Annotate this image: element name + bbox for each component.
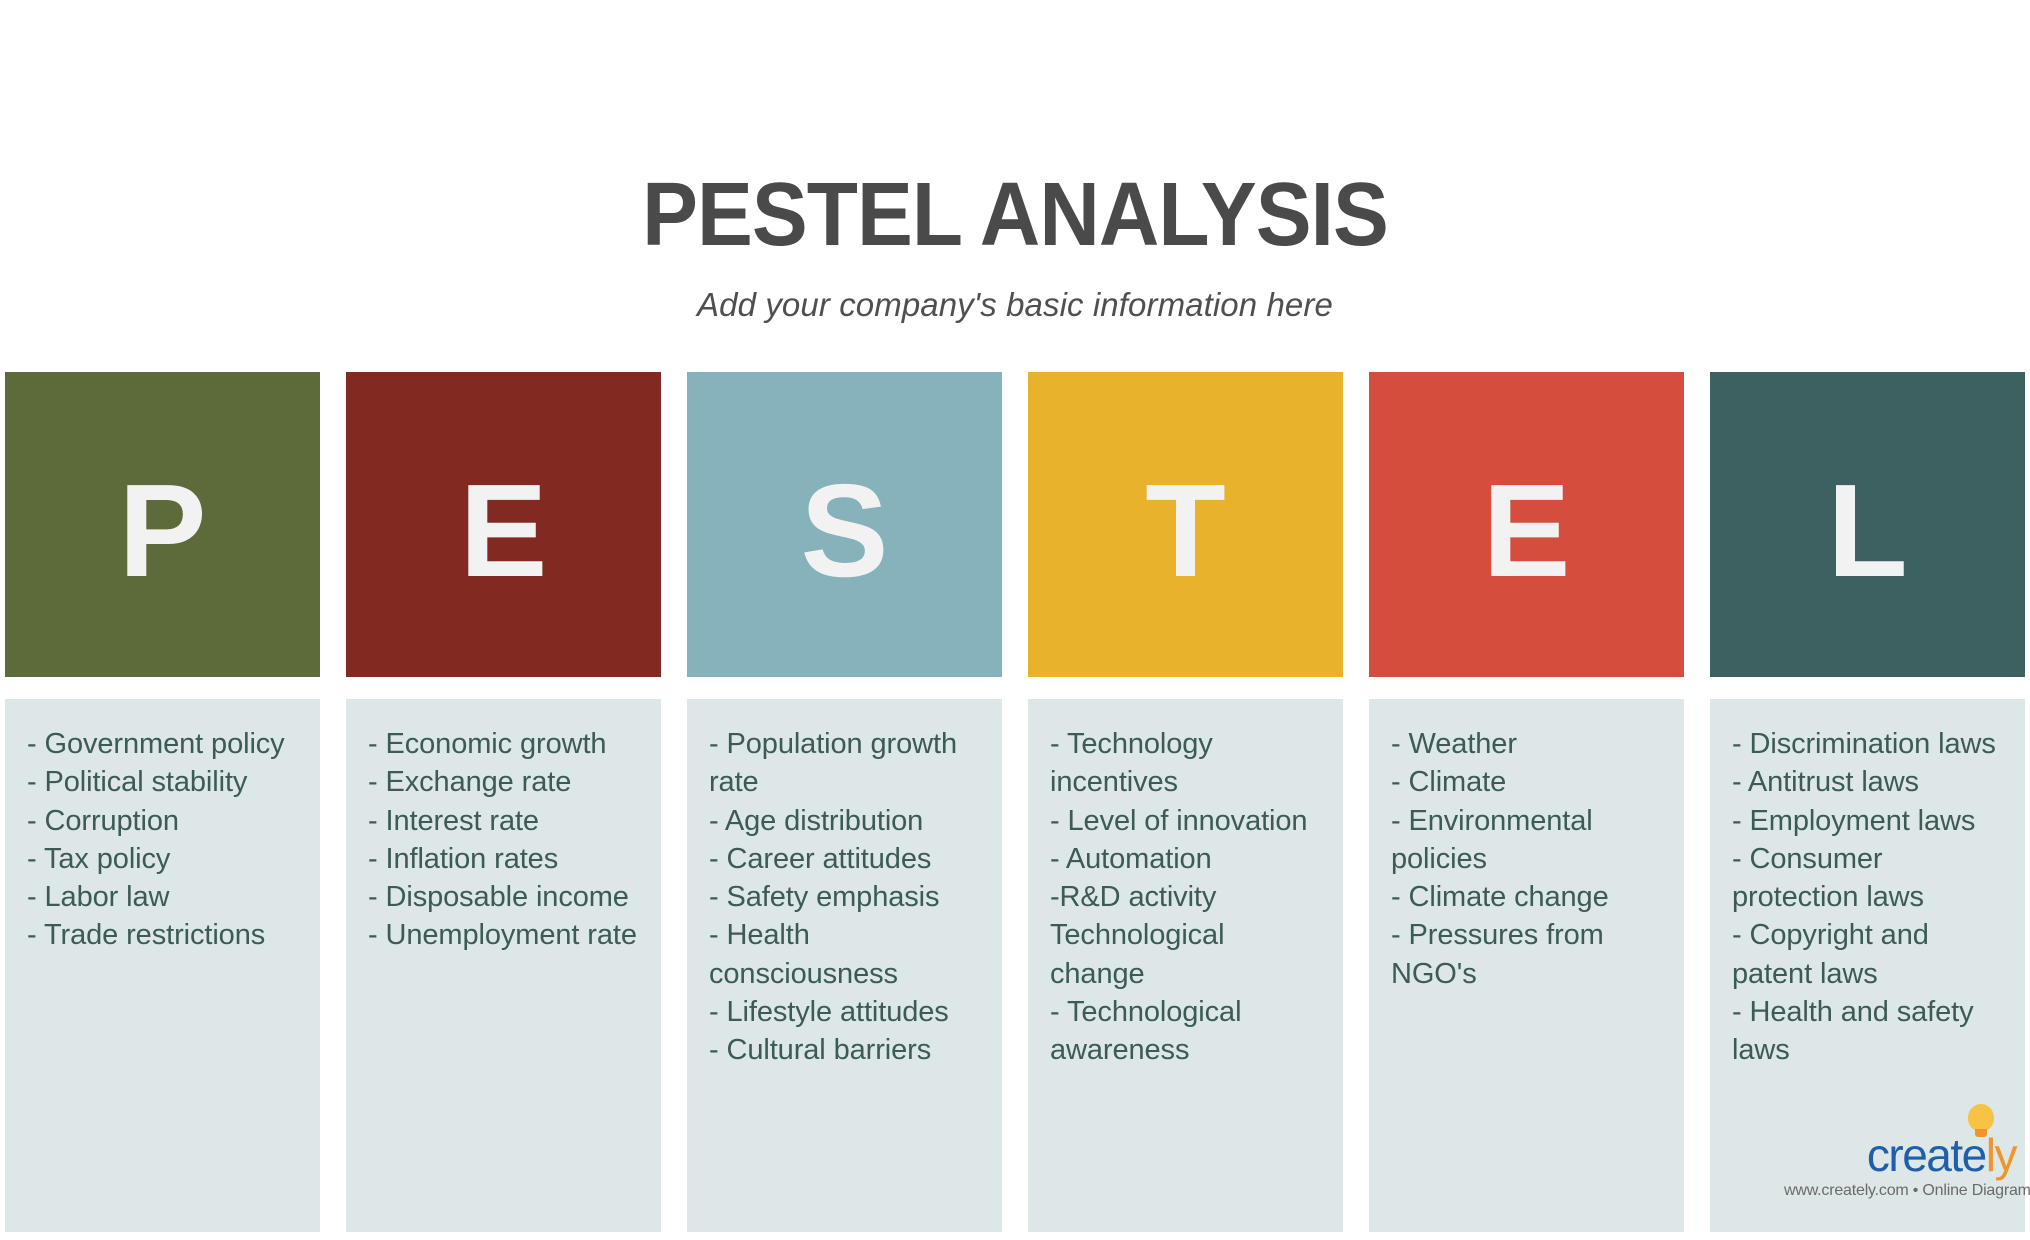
list-item: - Health and safety laws (1732, 995, 1974, 1067)
list-item: - Labor law (27, 881, 170, 914)
letter-environmental: E (1482, 456, 1571, 604)
item-list-social: - Population growth rate - Age distributi… (687, 699, 1002, 1232)
list-item: - Lifestyle attitudes (709, 995, 949, 1028)
item-list-legal: - Discrimination laws - Antitrust laws - E… (1710, 699, 2025, 1232)
list-item: - Interest rate (368, 804, 539, 837)
list-item: - Weather (1391, 728, 1517, 760)
creately-logo-text: creately (1866, 1129, 2018, 1181)
pestel-column-technological: T - Technology incentives - Level of innov… (1028, 372, 1343, 1232)
creately-logo[interactable]: creately (1866, 1104, 2024, 1181)
creately-branding: creately www.creately.com • Online Diagr… (1784, 1104, 2030, 1236)
list-item: - Government policy (27, 728, 285, 760)
item-list-environmental: - Weather - Climate - Environmental polici… (1369, 699, 1684, 1232)
item-list-political: - Government policy - Political stability… (5, 699, 320, 1232)
letter-box-economic[interactable]: E (346, 372, 661, 677)
list-item: - Level of innovation (1050, 804, 1308, 837)
lightbulb-icon (1968, 1104, 1994, 1142)
pestel-column-social: S - Population growth rate - Age distribut… (687, 372, 1002, 1232)
item-list-technological: - Technology incentives - Level of innova… (1028, 699, 1343, 1232)
list-item: - Discrimination laws (1732, 728, 1996, 760)
list-item: - Exchange rate (368, 766, 572, 799)
list-item: - Employment laws (1732, 804, 1976, 837)
list-item: - Pressures from NGO's (1391, 919, 1604, 990)
list-item: - Environmental policies (1391, 804, 1593, 875)
list-item: - Antitrust laws (1732, 766, 1919, 799)
list-item: - Climate (1391, 766, 1507, 799)
page-subtitle: Add your company's basic information her… (697, 286, 1333, 323)
letter-economic: E (459, 456, 548, 604)
item-list-economic: - Economic growth - Exchange rate - Intere… (346, 699, 661, 1232)
list-item: - Population growth rate (709, 728, 957, 799)
list-item: - Disposable income (368, 881, 629, 914)
pestel-column-political: P - Government policy - Political stabilit… (5, 372, 320, 1232)
creately-logo-text-primary: create (1866, 1129, 1987, 1181)
letter-box-social[interactable]: S (687, 372, 1002, 677)
list-item: - Technological awareness (1050, 995, 1242, 1067)
letter-box-technological[interactable]: T (1028, 372, 1343, 677)
list-item: - Safety emphasis (709, 881, 940, 914)
list-item: - Copyright and patent laws (1732, 919, 1929, 990)
creately-footer-text: www.creately.com • Online Diagramming (1784, 1182, 2030, 1199)
page-title: PESTEL ANALYSIS (642, 165, 1389, 265)
pestel-columns: P - Government policy - Political stabilit… (0, 372, 2030, 1232)
letter-political: P (118, 456, 207, 604)
list-item: - Political stability (27, 766, 248, 799)
letter-legal: L (1827, 456, 1908, 604)
list-item: -R&D activity Technological change (1050, 881, 1225, 990)
list-item: - Automation (1050, 842, 1212, 875)
list-item: - Trade restrictions (27, 919, 266, 952)
list-item: - Consumer protection laws (1732, 842, 1924, 914)
pestel-column-environmental: E - Weather - Climate - Environmental polic… (1369, 372, 1684, 1232)
list-item: - Unemployment rate (368, 919, 637, 952)
list-item: - Cultural barriers (709, 1034, 932, 1067)
pestel-column-legal: L- Discrimination laws - Antitrust laws - … (1710, 372, 2025, 1232)
letter-box-environmental[interactable]: E (1369, 372, 1684, 677)
list-item: - Inflation rates (368, 842, 559, 875)
pestel-column-economic: E - Economic growth - Exchange rate - Inter… (346, 372, 661, 1232)
list-item: - Economic growth (368, 728, 607, 760)
list-item: - Technology incentives (1050, 728, 1213, 799)
creately-logo-text-accent: ly (1985, 1129, 2018, 1181)
list-item: - Corruption (27, 804, 179, 837)
list-item: - Career attitudes (709, 842, 932, 875)
header: PESTEL ANALYSIS Add your company's basic… (0, 170, 2030, 324)
list-item: - Age distribution (709, 804, 924, 837)
list-item: - Climate change (1391, 881, 1609, 914)
letter-box-political[interactable]: P (5, 372, 320, 677)
letter-technological: T (1145, 456, 1226, 604)
letter-social: S (800, 456, 889, 604)
letter-box-legal[interactable]: L (1710, 372, 2025, 677)
list-item: - Health consciousness (709, 919, 898, 990)
list-item: - Tax policy (27, 842, 171, 875)
